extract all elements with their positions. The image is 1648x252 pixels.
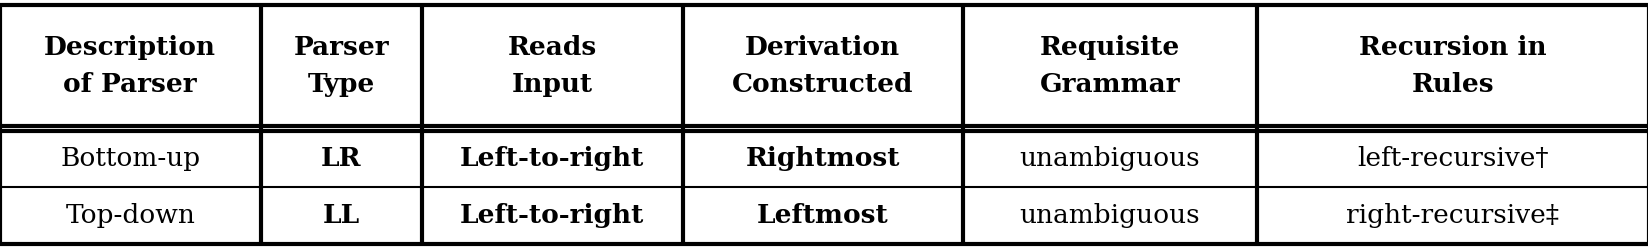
Text: Derivation
Constructed: Derivation Constructed <box>732 35 913 97</box>
Text: Requisite
Grammar: Requisite Grammar <box>1038 35 1180 97</box>
Text: Bottom-up: Bottom-up <box>61 146 199 171</box>
Text: unambiguous: unambiguous <box>1018 146 1200 171</box>
Text: right-recursive‡: right-recursive‡ <box>1345 203 1559 228</box>
Text: left-recursive†: left-recursive† <box>1356 146 1547 171</box>
Text: Description
of Parser: Description of Parser <box>44 35 216 97</box>
Text: Leftmost: Leftmost <box>756 203 888 228</box>
Text: LL: LL <box>323 203 359 228</box>
Text: unambiguous: unambiguous <box>1018 203 1200 228</box>
Text: Top-down: Top-down <box>66 203 194 228</box>
Text: Left-to-right: Left-to-right <box>460 146 644 171</box>
Text: Recursion in
Rules: Recursion in Rules <box>1358 35 1546 97</box>
Text: Parser
Type: Parser Type <box>293 35 389 97</box>
Text: Reads
Input: Reads Input <box>508 35 597 97</box>
Text: LR: LR <box>321 146 361 171</box>
Text: Rightmost: Rightmost <box>745 146 900 171</box>
Text: Left-to-right: Left-to-right <box>460 203 644 228</box>
